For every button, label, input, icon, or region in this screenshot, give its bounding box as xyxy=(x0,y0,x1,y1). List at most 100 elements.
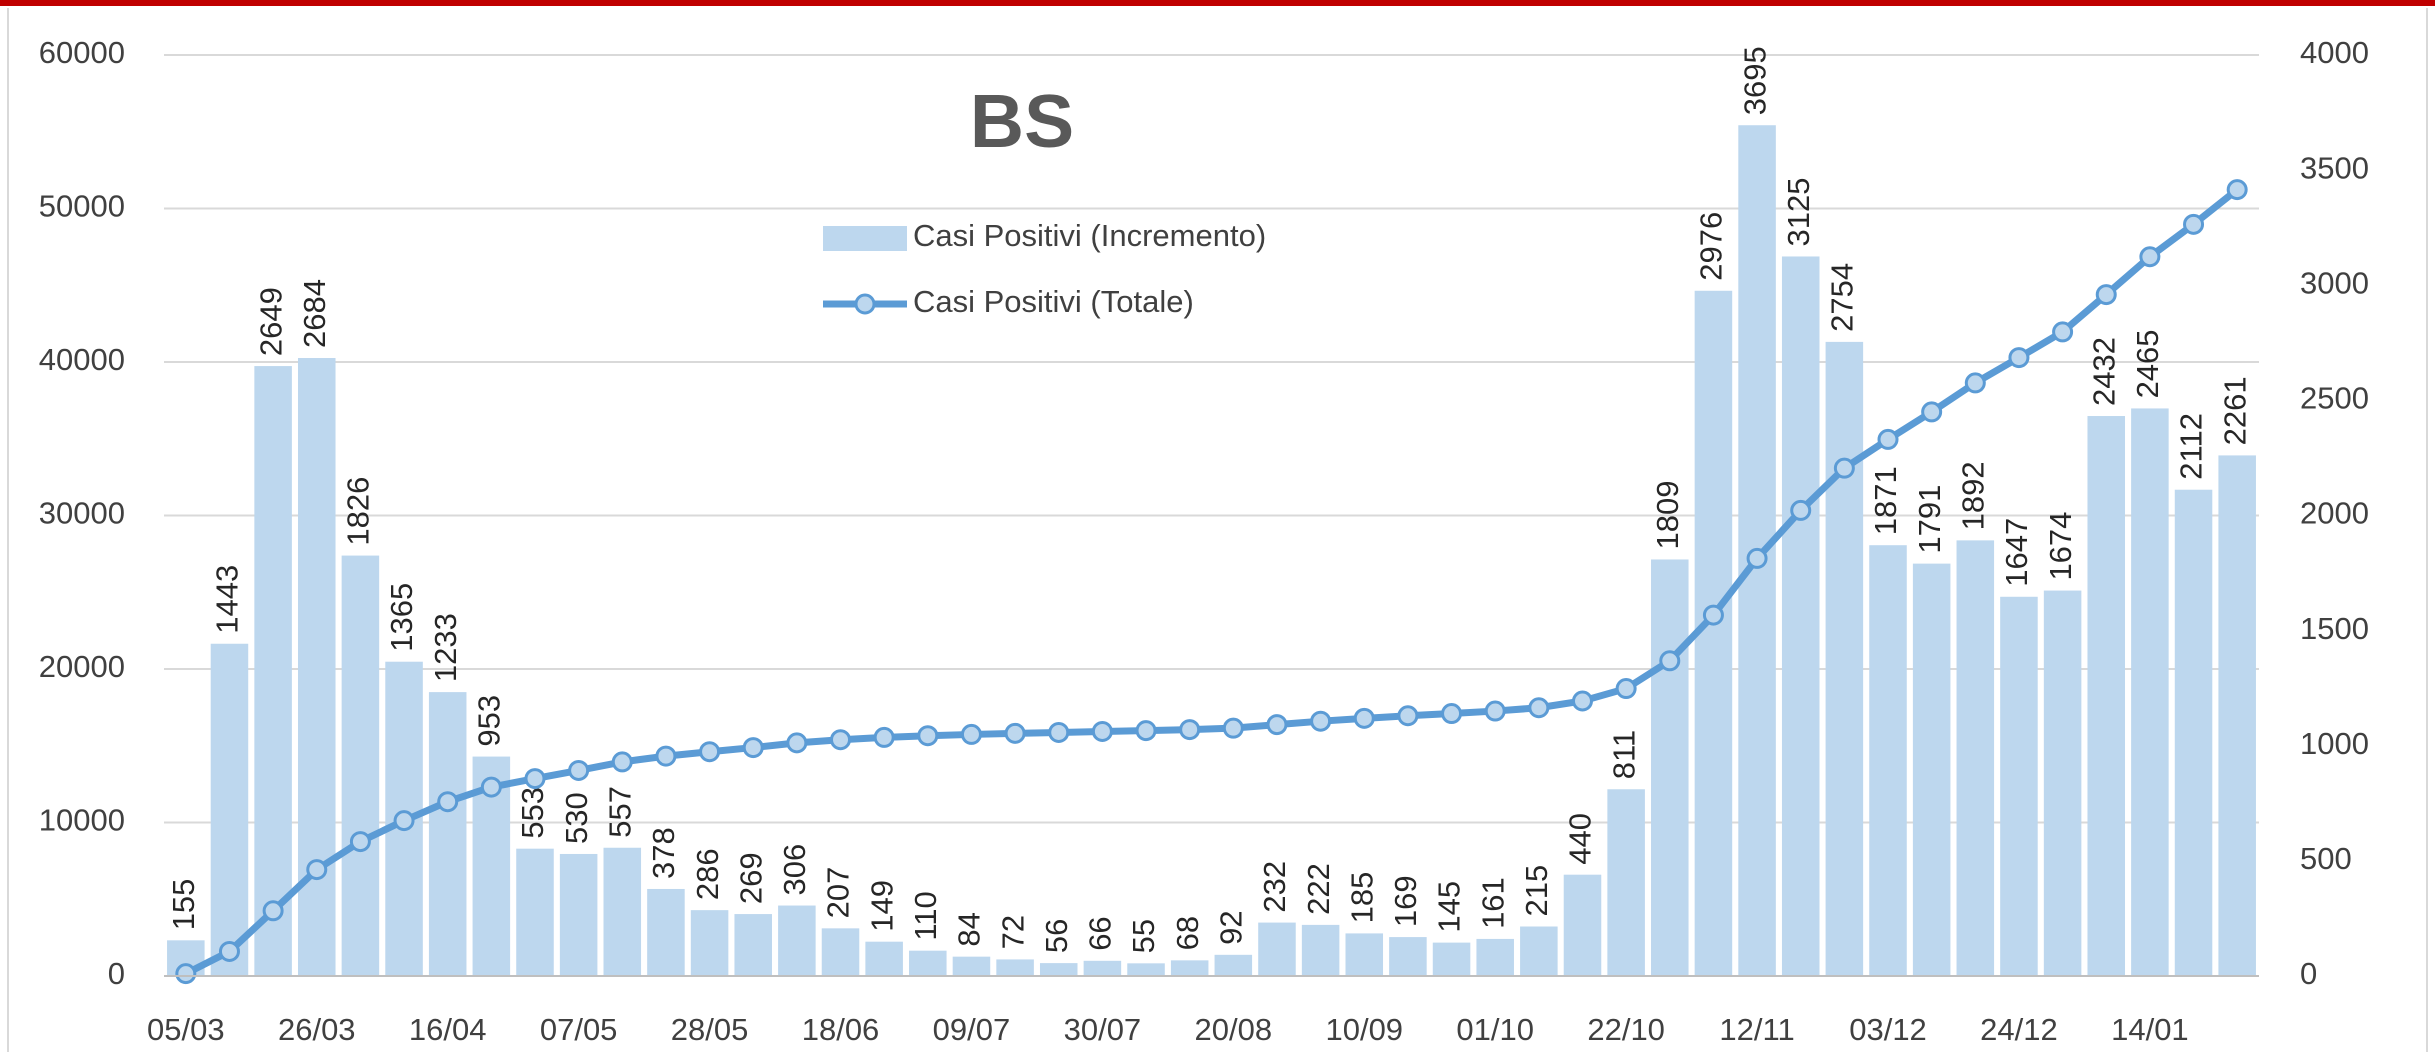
bar xyxy=(1301,924,1340,976)
x-tick-label: 20/08 xyxy=(1195,1012,1273,1047)
line-marker xyxy=(1746,547,1768,569)
y-tick-label: 20000 xyxy=(39,649,125,684)
y2-tick-label: 3000 xyxy=(2300,265,2369,300)
value-label: 557 xyxy=(602,786,637,838)
x-tick-label: 03/12 xyxy=(1849,1012,1927,1047)
bar xyxy=(2218,455,2256,976)
bar xyxy=(1563,874,1602,976)
line-marker xyxy=(349,831,371,853)
x-tick-label: 07/05 xyxy=(540,1012,618,1047)
y-tick-label: 40000 xyxy=(39,342,125,377)
line-marker xyxy=(480,776,502,798)
value-label: 1647 xyxy=(1999,518,2034,587)
bar xyxy=(1607,789,1645,976)
bar xyxy=(1912,563,1951,976)
line-marker xyxy=(524,768,546,790)
legend-swatch xyxy=(854,293,876,315)
value-label: 149 xyxy=(864,880,899,932)
bar xyxy=(1432,942,1471,976)
line-marker xyxy=(568,759,590,781)
value-label: 2465 xyxy=(2130,329,2165,398)
line-marker xyxy=(611,751,633,773)
legend-label: Casi Positivi (Incremento) xyxy=(913,218,1266,253)
value-label: 306 xyxy=(777,844,812,896)
y-tick-label: 30000 xyxy=(39,496,125,531)
x-tick-label: 01/10 xyxy=(1456,1012,1534,1047)
top-border xyxy=(0,0,2435,6)
bar xyxy=(210,643,249,976)
y2-tick-label: 2000 xyxy=(2300,496,2369,531)
y2-tick-label: 3500 xyxy=(2300,150,2369,185)
bar xyxy=(647,888,685,976)
value-label: 207 xyxy=(821,867,856,919)
value-label: 56 xyxy=(1039,919,1074,953)
line-marker xyxy=(1441,703,1463,725)
bar xyxy=(778,905,816,976)
bar xyxy=(996,959,1034,976)
x-tick-label: 10/09 xyxy=(1325,1012,1403,1047)
bar xyxy=(1651,559,1689,976)
value-label: 72 xyxy=(995,915,1030,949)
bar xyxy=(2174,489,2213,976)
value-label: 222 xyxy=(1301,863,1336,915)
value-label: 92 xyxy=(1214,910,1249,944)
line-marker xyxy=(1921,401,1943,423)
bar xyxy=(1869,545,1907,976)
bar xyxy=(2087,416,2126,977)
line-marker xyxy=(1659,650,1681,672)
value-label: 2684 xyxy=(297,279,332,348)
y2-tick-label: 4000 xyxy=(2300,35,2369,70)
line-marker xyxy=(830,729,852,751)
line-marker xyxy=(175,963,197,985)
line-marker xyxy=(655,745,677,767)
line-marker xyxy=(1353,707,1375,729)
line-marker xyxy=(1484,700,1506,722)
legend-swatch xyxy=(823,226,907,251)
value-label: 55 xyxy=(1126,919,1161,953)
value-label: 84 xyxy=(952,912,987,946)
bar xyxy=(821,928,860,976)
line-marker xyxy=(1179,719,1201,741)
bar xyxy=(254,366,292,976)
value-label: 2976 xyxy=(1694,212,1729,281)
value-label: 161 xyxy=(1475,877,1510,929)
value-label: 1809 xyxy=(1650,481,1685,550)
value-label: 215 xyxy=(1519,865,1554,917)
value-label: 155 xyxy=(166,879,201,931)
value-label: 2754 xyxy=(1825,263,1860,332)
value-label: 1233 xyxy=(428,613,463,682)
value-label: 553 xyxy=(515,787,550,839)
bar xyxy=(1825,341,1864,977)
value-label: 185 xyxy=(1344,872,1379,924)
x-tick-label: 18/06 xyxy=(802,1012,880,1047)
value-label: 1443 xyxy=(210,565,245,634)
line-marker xyxy=(1615,678,1637,700)
line-marker xyxy=(2095,284,2117,306)
bar xyxy=(2000,596,2038,976)
line-marker xyxy=(1877,428,1899,450)
line-marker xyxy=(1571,690,1593,712)
line-marker xyxy=(873,726,895,748)
line-marker xyxy=(786,732,808,754)
value-label: 2112 xyxy=(2174,413,2209,480)
bar xyxy=(1127,963,1165,976)
bar xyxy=(952,956,991,976)
bar xyxy=(1345,933,1384,976)
line-marker xyxy=(262,900,284,922)
bar xyxy=(690,910,729,976)
y-tick-label: 60000 xyxy=(39,35,125,70)
value-label: 1826 xyxy=(341,477,376,546)
bar xyxy=(428,692,467,976)
bar xyxy=(1476,938,1514,976)
line-marker xyxy=(1091,720,1113,742)
line-marker xyxy=(1790,499,1812,521)
bar xyxy=(2131,408,2169,977)
x-tick-label: 09/07 xyxy=(933,1012,1011,1047)
value-label: 3125 xyxy=(1781,178,1816,247)
line-marker xyxy=(1310,710,1332,732)
bar xyxy=(603,847,642,976)
line-marker xyxy=(1528,697,1550,719)
bar xyxy=(341,555,380,976)
line-marker xyxy=(742,737,764,759)
